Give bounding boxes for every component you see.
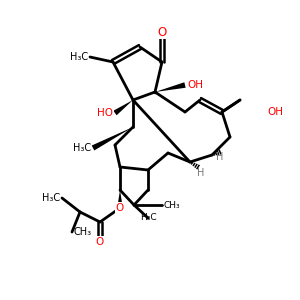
Text: H₃C: H₃C xyxy=(70,52,88,62)
Text: HO: HO xyxy=(97,108,113,118)
Text: H₃C: H₃C xyxy=(140,214,156,223)
Polygon shape xyxy=(113,100,133,115)
Polygon shape xyxy=(155,82,186,92)
Text: O: O xyxy=(116,203,124,213)
Text: OH: OH xyxy=(187,80,203,90)
Text: HO: HO xyxy=(97,108,113,118)
Text: OH: OH xyxy=(187,80,203,90)
Text: CH₃: CH₃ xyxy=(74,227,92,237)
Text: H: H xyxy=(197,168,204,178)
Text: O: O xyxy=(158,26,166,38)
Text: O: O xyxy=(96,237,104,247)
Text: H₃C: H₃C xyxy=(73,143,91,153)
Text: O: O xyxy=(96,237,104,247)
Polygon shape xyxy=(117,190,123,208)
Text: OH: OH xyxy=(267,107,283,117)
Text: O: O xyxy=(158,26,166,38)
Text: H: H xyxy=(216,152,224,162)
Text: H₃C: H₃C xyxy=(42,193,60,203)
Polygon shape xyxy=(92,127,133,151)
Text: O: O xyxy=(116,203,124,213)
Text: CH₃: CH₃ xyxy=(164,200,181,209)
Text: OH: OH xyxy=(267,107,283,117)
